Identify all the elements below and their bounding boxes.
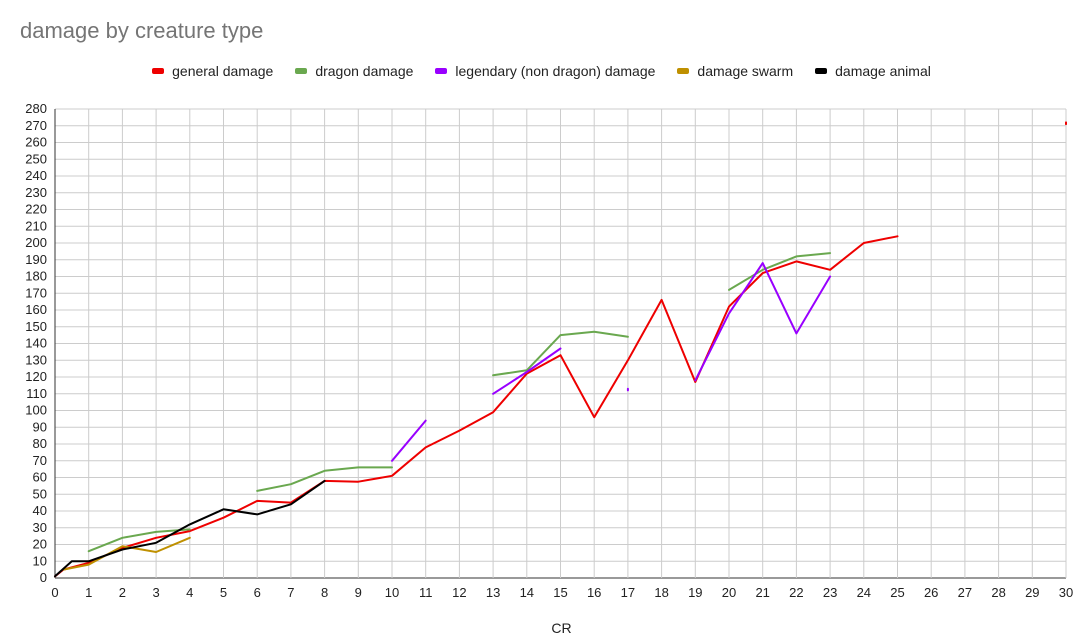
legend-swatch xyxy=(295,68,308,74)
chart-legend: general damage dragon damage legendary (no… xyxy=(0,63,1083,79)
y-tick-label: 100 xyxy=(25,403,47,418)
legend-item: damage swarm xyxy=(677,63,793,79)
x-tick-label: 5 xyxy=(220,585,227,600)
x-tick-label: 17 xyxy=(621,585,635,600)
legend-label: dragon damage xyxy=(315,63,414,79)
y-tick-label: 70 xyxy=(33,453,47,468)
y-tick-label: 210 xyxy=(25,218,47,233)
series-line xyxy=(492,347,562,395)
series-line xyxy=(62,536,191,571)
x-tick-label: 3 xyxy=(152,585,159,600)
x-tick-label: 4 xyxy=(186,585,193,600)
legend-item: dragon damage xyxy=(295,63,413,79)
legend-swatch xyxy=(152,68,165,74)
x-tick-label: 6 xyxy=(254,585,261,600)
y-tick-label: 200 xyxy=(25,235,47,250)
series-line xyxy=(54,479,326,578)
y-tick-label: 170 xyxy=(25,285,47,300)
y-tick-label: 50 xyxy=(33,486,47,501)
legend-label: damage animal xyxy=(835,63,931,79)
x-tick-label: 16 xyxy=(587,585,601,600)
y-tick-label: 90 xyxy=(33,419,47,434)
x-tick-label: 21 xyxy=(755,585,769,600)
x-tick-label: 27 xyxy=(958,585,972,600)
y-tick-label: 120 xyxy=(25,369,47,384)
legend-swatch xyxy=(815,68,828,74)
y-tick-label: 190 xyxy=(25,252,47,267)
series-line xyxy=(694,262,832,382)
x-tick-label: 26 xyxy=(924,585,938,600)
y-tick-label: 60 xyxy=(33,470,47,485)
x-tick-label: 22 xyxy=(789,585,803,600)
x-tick-label: 20 xyxy=(722,585,736,600)
chart-title: damage by creature type xyxy=(20,18,264,43)
x-tick-label: 8 xyxy=(321,585,328,600)
y-tick-label: 160 xyxy=(25,302,47,317)
x-tick-label: 25 xyxy=(890,585,904,600)
x-tick-label: 14 xyxy=(520,585,534,600)
x-tick-label: 29 xyxy=(1025,585,1039,600)
legend-item: general damage xyxy=(152,63,273,79)
y-tick-label: 130 xyxy=(25,352,47,367)
y-tick-label: 0 xyxy=(40,570,47,585)
y-tick-label: 280 xyxy=(25,101,47,116)
x-axis-label: CR xyxy=(551,620,572,636)
series-line xyxy=(391,419,427,462)
y-tick-label: 20 xyxy=(33,537,47,552)
x-tick-label: 24 xyxy=(857,585,871,600)
legend-item: damage animal xyxy=(815,63,931,79)
y-tick-label: 220 xyxy=(25,202,47,217)
x-tick-label: 28 xyxy=(991,585,1005,600)
x-tick-label: 10 xyxy=(385,585,399,600)
legend-swatch xyxy=(435,68,448,74)
series-line xyxy=(87,528,191,553)
x-tick-label: 15 xyxy=(553,585,567,600)
series-line xyxy=(728,252,832,291)
x-tick-label: 0 xyxy=(51,585,58,600)
x-tick-label: 11 xyxy=(419,585,433,600)
y-tick-label: 260 xyxy=(25,135,47,150)
x-tick-label: 13 xyxy=(486,585,500,600)
legend-label: legendary (non dragon) damage xyxy=(455,63,656,79)
x-tick-label: 19 xyxy=(688,585,702,600)
y-tick-label: 150 xyxy=(25,319,47,334)
x-tick-label: 2 xyxy=(119,585,126,600)
x-tick-label: 12 xyxy=(452,585,466,600)
y-tick-label: 40 xyxy=(33,503,47,518)
series-line xyxy=(256,466,393,492)
y-tick-label: 140 xyxy=(25,336,47,351)
y-tick-label: 270 xyxy=(25,118,47,133)
x-tick-label: 30 xyxy=(1059,585,1073,600)
legend-label: damage swarm xyxy=(697,63,794,79)
y-tick-label: 250 xyxy=(25,151,47,166)
y-tick-label: 30 xyxy=(33,520,47,535)
x-tick-label: 23 xyxy=(823,585,837,600)
y-tick-label: 240 xyxy=(25,168,47,183)
y-tick-label: 80 xyxy=(33,436,47,451)
x-tick-label: 1 xyxy=(85,585,92,600)
x-tick-label: 9 xyxy=(355,585,362,600)
x-tick-label: 18 xyxy=(654,585,668,600)
y-tick-label: 10 xyxy=(33,553,47,568)
legend-item: legendary (non dragon) damage xyxy=(435,63,655,79)
y-tick-label: 230 xyxy=(25,185,47,200)
x-tick-label: 7 xyxy=(287,585,294,600)
legend-swatch xyxy=(677,68,690,74)
y-tick-label: 180 xyxy=(25,269,47,284)
series-line xyxy=(54,235,899,578)
legend-label: general damage xyxy=(172,63,274,79)
series-line xyxy=(492,330,629,377)
y-tick-label: 110 xyxy=(26,386,47,401)
